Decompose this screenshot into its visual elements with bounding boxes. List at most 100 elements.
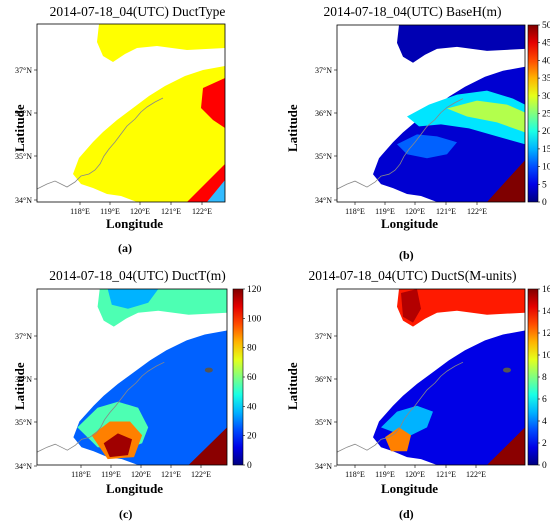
- colorbar: 0 20 40 60 80 100 120: [232, 285, 262, 471]
- map-frame: [336, 288, 526, 466]
- y-tick-label: 35°N: [15, 152, 32, 161]
- colorbar-tick-label: 40: [247, 402, 257, 412]
- colorbar-gradient: [232, 288, 244, 466]
- field-high: [487, 160, 525, 202]
- field-north-max: [401, 289, 421, 323]
- colorbar-tick-label: 100: [247, 314, 262, 324]
- x-tick-label: 119°E: [375, 207, 395, 216]
- y-axis-label: Latitude: [285, 362, 300, 410]
- colorbar-tick-label: 0: [247, 461, 252, 471]
- colorbar-tick-label: 8: [542, 373, 547, 383]
- y-tick-label: 37°N: [315, 66, 332, 75]
- y-tick-label: 34°N: [15, 196, 32, 205]
- colorbar-gradient: [527, 24, 539, 203]
- field-north: [397, 25, 525, 63]
- y-tick-label: 36°N: [15, 109, 32, 118]
- colorbar-tick-label: 20: [247, 432, 257, 442]
- colorbar-tick-label: 60: [247, 373, 257, 383]
- map-plot-area: 118°E 119°E 120°E 121°E 122°E 34°N 35°N 36°N 37°…: [315, 288, 526, 479]
- x-axis-label: Longitude: [106, 216, 164, 231]
- y-tick-label: 37°N: [315, 332, 332, 341]
- y-tick-label: 34°N: [315, 462, 332, 471]
- map-plot-area: 118°E 119°E 120°E 121°E 122°E 34°N 35°N 36°N 37°…: [15, 288, 228, 479]
- map-d: 118°E 119°E 120°E 121°E 122°E 34°N 35°N 36°N 37°…: [315, 285, 550, 479]
- map-plot-area: 118°E 119°E 120°E 121°E 122°E 34°N 35°N 36°N 37°…: [315, 24, 526, 216]
- x-tick-label: 121°E: [161, 207, 181, 216]
- panel-title: 2014-07-18_04(UTC) DuctType: [49, 4, 226, 19]
- y-tick-label: 35°N: [315, 152, 332, 161]
- colorbar-tick-label: 0: [542, 461, 547, 471]
- colorbar: 0 5 10 15 20 25 30 35 40 45 50: [527, 21, 550, 208]
- y-tick-label: 36°N: [15, 375, 32, 384]
- field-coast-hot: [385, 427, 411, 452]
- colorbar-tick-label: 10: [542, 163, 550, 173]
- map-c: 118°E 119°E 120°E 121°E 122°E 34°N 35°N 36°N 37°…: [15, 285, 262, 479]
- map-plot-area: 118°E 119°E 120°E 121°E 122°E 34°N 35°N 36°N 37°…: [15, 23, 226, 216]
- x-tick-label: 118°E: [71, 470, 91, 479]
- x-tick-label: 122°E: [191, 470, 211, 479]
- x-tick-label: 120°E: [130, 207, 150, 216]
- colorbar-tick-label: 4: [542, 417, 547, 427]
- colorbar-tick-label: 120: [247, 285, 262, 295]
- map-a: 118°E 119°E 120°E 121°E 122°E 34°N 35°N 36°N 37°…: [15, 23, 226, 216]
- duct-region-north: [97, 24, 225, 62]
- colorbar-tick-label: 25: [542, 110, 550, 120]
- panel-a: 2014-07-18_04(UTC) DuctType 118°E 119°E 12…: [0, 0, 275, 262]
- colorbar-tick-label: 0: [542, 198, 547, 208]
- duct-region-cyan: [207, 180, 225, 202]
- x-axis-label: Longitude: [106, 481, 164, 496]
- colorbar-tick-label: 35: [542, 74, 550, 84]
- coastline: [37, 361, 165, 453]
- colorbar-tick-label: 80: [247, 344, 257, 354]
- panel-title: 2014-07-18_04(UTC) DuctS(M-units): [308, 268, 517, 283]
- panel-label: (a): [118, 241, 132, 255]
- coastline: [37, 97, 164, 190]
- colorbar-gradient: [527, 288, 539, 466]
- x-axis-label: Longitude: [381, 216, 439, 231]
- x-tick-label: 121°E: [161, 470, 181, 479]
- field-band-inner: [447, 100, 525, 133]
- map-frame: [36, 288, 228, 466]
- x-tick-label: 122°E: [467, 207, 487, 216]
- x-tick-label: 118°E: [70, 207, 90, 216]
- panel-d: 2014-07-18_04(UTC) DuctS(M-units) 118°E 1…: [275, 262, 550, 524]
- duct-region-red: [201, 78, 225, 128]
- x-axis-label: Longitude: [381, 481, 439, 496]
- colorbar-tick-label: 6: [542, 395, 547, 405]
- x-tick-label: 120°E: [131, 470, 151, 479]
- x-tick-label: 121°E: [436, 470, 456, 479]
- y-axis-label: Latitude: [12, 104, 27, 152]
- field-high: [188, 427, 227, 465]
- panel-title: 2014-07-18_04(UTC) DuctT(m): [49, 268, 226, 283]
- y-tick-label: 34°N: [315, 196, 332, 205]
- x-tick-label: 122°E: [192, 207, 212, 216]
- colorbar-tick-label: 30: [542, 92, 550, 102]
- coastline: [337, 98, 464, 190]
- field-north-low: [107, 289, 159, 309]
- field-north: [397, 289, 525, 327]
- field-high: [487, 427, 525, 465]
- y-tick-label: 37°N: [15, 332, 32, 341]
- x-tick-label: 122°E: [466, 470, 486, 479]
- x-tick-label: 119°E: [101, 470, 121, 479]
- y-tick-label: 35°N: [315, 418, 332, 427]
- x-tick-label: 118°E: [345, 470, 365, 479]
- panel-c: 2014-07-18_04(UTC) DuctT(m) 118°E 119°E 12…: [0, 262, 275, 524]
- y-tick-label: 34°N: [15, 462, 32, 471]
- colorbar-tick-label: 10: [542, 351, 550, 361]
- colorbar-tick-label: 2: [542, 439, 547, 449]
- panel-b: 2014-07-18_04(UTC) BaseH(m) 118°E 119°E 12…: [275, 0, 550, 262]
- panel-label: (b): [399, 248, 414, 262]
- x-tick-label: 119°E: [100, 207, 120, 216]
- y-tick-label: 35°N: [15, 418, 32, 427]
- y-axis-label: Latitude: [285, 104, 300, 152]
- map-frame: [336, 24, 526, 203]
- y-tick-label: 36°N: [315, 375, 332, 384]
- colorbar-tick-label: 5: [542, 180, 547, 190]
- duct-region-main: [73, 66, 225, 202]
- field-patch: [397, 134, 457, 159]
- y-tick-label: 37°N: [15, 66, 32, 75]
- field-coast: [381, 405, 433, 438]
- colorbar-tick-label: 50: [542, 21, 550, 31]
- x-tick-label: 118°E: [345, 207, 365, 216]
